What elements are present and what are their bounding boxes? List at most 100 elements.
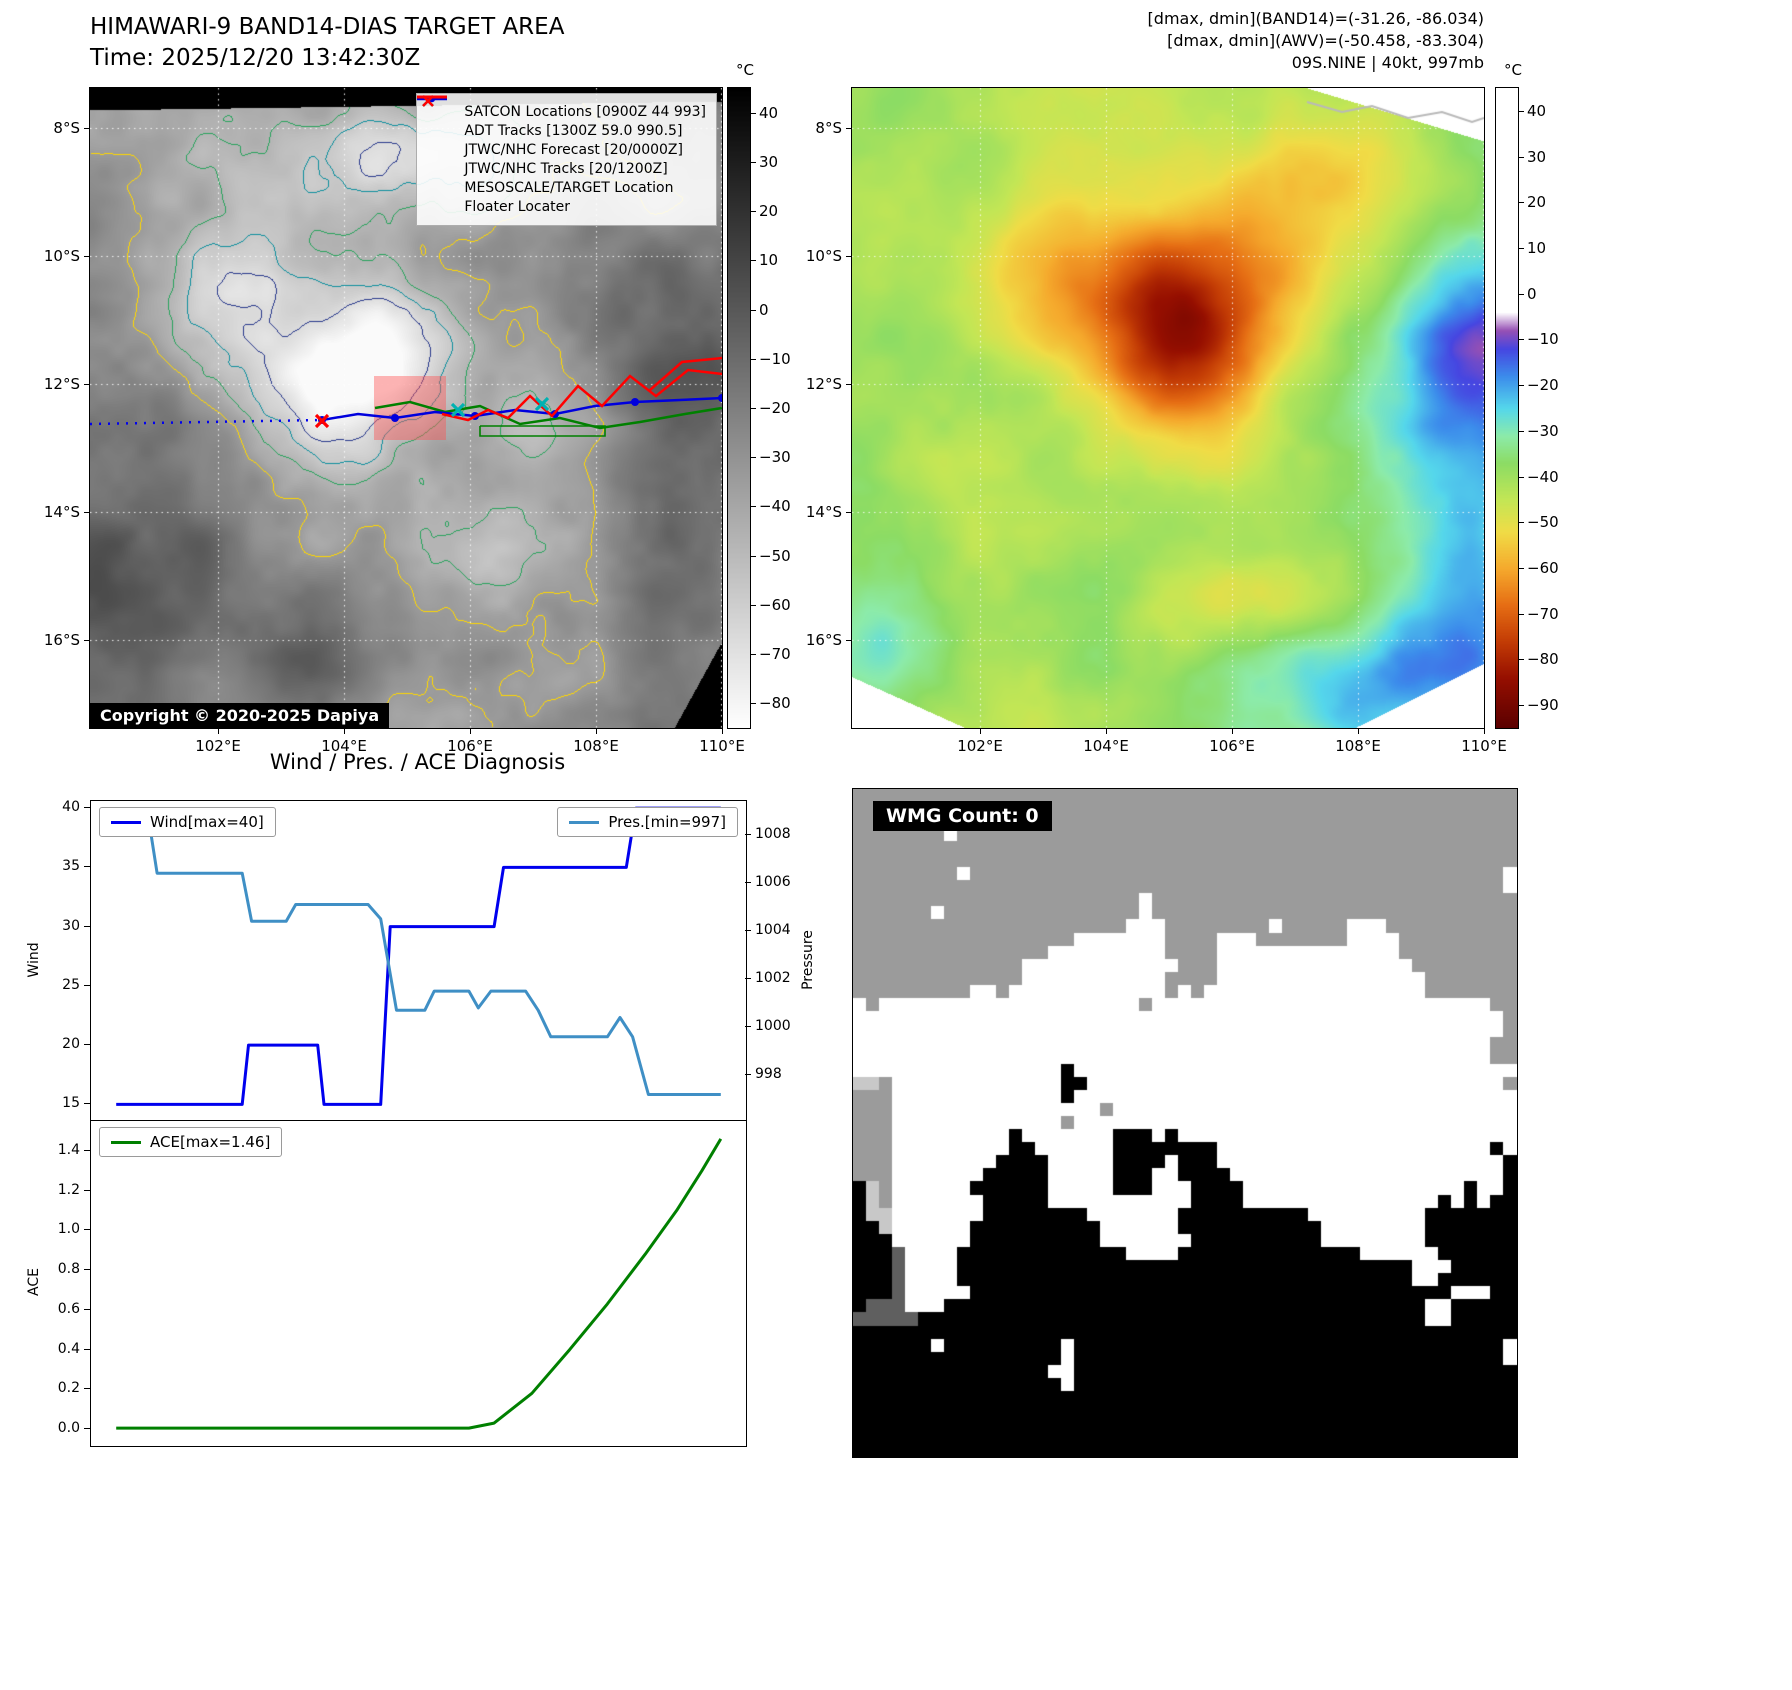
band14-lat-tick-label: 8°S [53,119,80,137]
awv-cb-tick-label: −10 [1527,330,1559,349]
awv-lat-tickmark [846,256,852,257]
band14-cb-tickmark [750,555,756,557]
band14-cb-tick-label: 0 [759,300,769,319]
ace-tickmark [84,1149,90,1151]
ace-chart: ACE[max=1.46] [90,1120,747,1447]
awv-cb-tickmark [1518,659,1524,661]
legend-item-label: SATCON Locations [0900Z 44 993] [464,104,706,120]
legend-item-label: Floater Locater [464,199,571,215]
series-ace-max-1-46- [116,1138,723,1430]
band14-cb-tick-label: 20 [759,202,779,221]
awv-cb-tick-label: −20 [1527,376,1559,395]
awv-lon-tickmark [1232,728,1233,734]
ace-tickmark [84,1189,90,1191]
awv-cb-tickmark [1518,613,1524,615]
wind-pressure-chart: Wind[max=40] Pres.[min=997] [90,800,747,1122]
band14-lon-tickmark [344,728,345,734]
wind-tickmark [84,925,90,927]
wind-tick-label: 25 [62,976,80,993]
pressure-tickmark [745,1026,751,1028]
ace-tickmark [84,1269,90,1271]
band14-lat-tick-label: 12°S [43,375,80,393]
ace-tick-label: 1.0 [57,1221,80,1238]
band14-cb-tick-label: −60 [759,595,791,614]
band14-cb-tickmark [750,309,756,311]
satcon-x-marker-icon [534,396,550,412]
band14-track-overlay [90,356,722,440]
legend-item: JTWC/NHC Forecast [20/0000Z] [417,95,706,158]
band14-cb-tick-label: 40 [759,103,779,122]
pressure-tick-label: 1002 [755,970,791,987]
ace-tick-label: 0.2 [57,1380,80,1397]
band14-lat-tickmark [84,512,90,513]
ace-line [116,1138,723,1430]
wind-tickmark [84,1103,90,1105]
series-wind-max-40- [116,806,721,1106]
band14-cb-unit: °C [736,61,754,79]
wind-tick-label: 15 [62,1095,80,1112]
awv-cb-tick-label: −90 [1527,696,1559,715]
pressure-line-sample-icon [569,820,600,824]
band14-lat-tick-label: 16°S [43,631,80,649]
awv-lat-tickmark [846,640,852,641]
wind-tickmark [84,984,90,986]
awv-lon-tickmark [980,728,981,734]
awv-cb-tickmark [1518,430,1524,432]
wind-tickmark [84,1044,90,1046]
storm-status-text: 09S.NINE | 40kt, 997mb [1291,53,1484,72]
ace-tick-label: 1.2 [57,1181,80,1198]
legend-item: MESOSCALE/TARGET Location [422,95,706,196]
legend-item-label: JTWC/NHC Forecast [20/0000Z] [464,142,683,158]
dmax-dmin-awv-text: [dmax, dmin](AWV)=(-50.458, -83.304) [1167,31,1484,50]
band14-lat-tickmark [84,384,90,385]
awv-cb-tickmark [1518,248,1524,249]
legend-item-label: JTWC/NHC Tracks [20/1200Z] [464,161,668,177]
band14-lon-tick-label: 106°E [447,737,493,755]
ace-tickmark [84,1428,90,1430]
band14-cb-tick-label: −10 [759,349,791,368]
wind-legend: Wind[max=40] [99,807,276,837]
awv-lat-tick-label: 8°S [815,119,842,137]
ace-tickmark [84,1388,90,1390]
awv-lon-tick-label: 104°E [1083,737,1129,755]
pressure-tick-label: 1004 [755,921,791,938]
band14-cb-tickmark [750,161,756,163]
band14-lon-tickmark [470,728,471,734]
awv-lat-tick-label: 16°S [805,631,842,649]
band14-cb-tickmark [750,703,756,705]
wmg-panel: WMG Count: 0 [852,788,1518,1458]
awv-cb-tick-label: 10 [1527,239,1547,257]
awv-grid-overlay [852,88,1484,728]
awv-lat-tickmark [846,384,852,385]
wind-tickmark [84,866,90,868]
awv-lat-tickmark [846,128,852,129]
awv-annotations: [dmax, dmin](BAND14)=(-31.26, -86.034) [… [844,8,1484,74]
ace-tick-label: 0.4 [57,1340,80,1357]
band14-colorbar [727,87,751,729]
pressure-tick-label: 1008 [755,825,791,842]
awv-lat-tick-label: 12°S [805,375,842,393]
legend-item-label: MESOSCALE/TARGET Location [464,180,674,196]
band14-header: HIMAWARI-9 BAND14-DIAS TARGET AREA Time:… [90,12,564,74]
awv-cb-tickmark [1518,705,1524,707]
band14-lon-tickmark [218,728,219,734]
awv-lon-tick-label: 110°E [1461,737,1507,755]
pressure-tick-label: 1000 [755,1018,791,1035]
band14-lon-tick-label: 110°E [699,737,745,755]
ace-tickmark [84,1308,90,1310]
band14-cb-tick-label: −40 [759,497,791,516]
legend-item-label: ADT Tracks [1300Z 59.0 990.5] [464,123,683,139]
wmg-count-badge: WMG Count: 0 [873,801,1052,831]
band14-cb-tickmark [750,506,756,508]
awv-cb-tick-label: −40 [1527,467,1559,486]
series-pres-min-997- [116,811,721,1096]
awv-cb-tick-label: 20 [1527,193,1547,212]
pressure-tick-label: 1006 [755,873,791,890]
ace-tickmark [84,1229,90,1231]
awv-lon-tick-label: 106°E [1209,737,1255,755]
band14-title: HIMAWARI-9 BAND14-DIAS TARGET AREA [90,14,565,40]
awv-cb-tick-label: −70 [1527,604,1559,623]
awv-cb-tick-label: 40 [1527,101,1547,120]
band14-lon-tickmark [722,728,723,734]
